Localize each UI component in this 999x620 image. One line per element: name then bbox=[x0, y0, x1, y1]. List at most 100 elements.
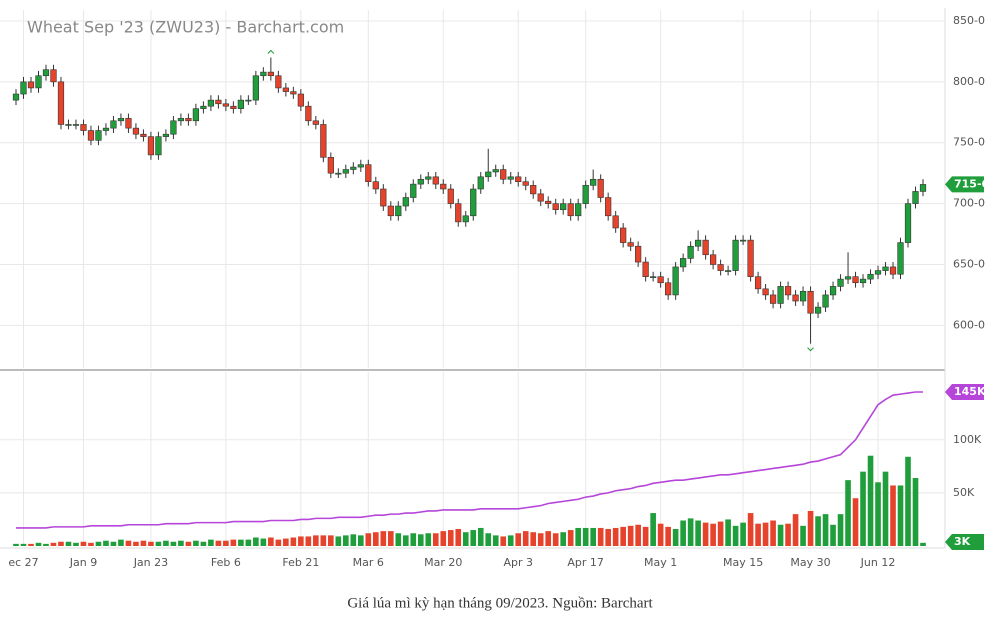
volume-bar bbox=[695, 520, 701, 546]
x-tick-label: Mar 6 bbox=[353, 556, 384, 569]
candle-body bbox=[912, 191, 919, 204]
volume-bar bbox=[612, 527, 619, 546]
volume-bar bbox=[103, 540, 109, 546]
candle-body bbox=[665, 282, 672, 296]
candle-body bbox=[687, 245, 694, 259]
volume-bar bbox=[785, 523, 791, 546]
candle-body bbox=[297, 93, 304, 107]
candle-body bbox=[222, 103, 229, 107]
candle-body bbox=[769, 294, 777, 304]
candle-body bbox=[432, 176, 439, 185]
volume-bar bbox=[50, 542, 57, 546]
volume-bar bbox=[552, 533, 559, 546]
volume-bar bbox=[238, 539, 244, 546]
volume-bar bbox=[665, 526, 671, 546]
volume-bar bbox=[178, 540, 184, 546]
candle-body bbox=[342, 169, 349, 174]
volume-bar bbox=[620, 526, 626, 546]
candle-body bbox=[575, 203, 582, 217]
candle-body bbox=[620, 227, 627, 243]
candle-body bbox=[814, 306, 822, 314]
volume-bar bbox=[755, 523, 761, 546]
y-tick-label: 100K bbox=[953, 433, 982, 446]
candle-body bbox=[215, 99, 222, 105]
candle-body bbox=[710, 254, 717, 265]
candle-body bbox=[170, 120, 177, 135]
y-tick-label: 50K bbox=[953, 486, 975, 499]
volume-bar bbox=[830, 524, 836, 546]
y-tick-label: 700-0 bbox=[953, 197, 985, 210]
candle-body bbox=[739, 239, 747, 242]
candle-body bbox=[784, 286, 792, 296]
volume-bar bbox=[605, 529, 611, 546]
candle-body bbox=[874, 270, 882, 275]
caption: Giá lúa mì kỳ hạn tháng 09/2023. Nguồn: … bbox=[347, 595, 653, 611]
candle-body bbox=[27, 81, 35, 89]
candle-body bbox=[80, 124, 87, 131]
candle-body bbox=[312, 120, 319, 125]
volume-bar bbox=[35, 542, 42, 546]
candle-body bbox=[102, 127, 110, 131]
candle-body bbox=[657, 276, 664, 284]
volume-bar bbox=[20, 543, 27, 546]
candle-body bbox=[207, 99, 215, 107]
candle-body bbox=[680, 258, 687, 268]
candle-body bbox=[882, 266, 889, 271]
volume-bar bbox=[905, 456, 911, 546]
candle-body bbox=[904, 203, 912, 243]
volume-bar bbox=[672, 529, 679, 546]
x-tick-label: Jun 12 bbox=[860, 556, 896, 569]
volume-bar bbox=[425, 533, 432, 546]
candle-body bbox=[567, 203, 574, 217]
high-marker bbox=[267, 49, 275, 54]
candle-body bbox=[650, 276, 657, 278]
y-tick-label: 800-0 bbox=[953, 75, 985, 88]
volume-bar bbox=[845, 480, 851, 546]
volume-bar bbox=[545, 531, 552, 546]
volume-bar bbox=[417, 534, 424, 546]
x-tick-label: ec 27 bbox=[8, 556, 38, 569]
volume-bar bbox=[253, 537, 259, 546]
candle-body bbox=[447, 188, 454, 204]
candle-body bbox=[357, 164, 364, 168]
volume-bar bbox=[208, 539, 214, 546]
candle-body bbox=[844, 276, 852, 280]
volume-bar bbox=[725, 519, 731, 546]
candle-body bbox=[552, 203, 559, 211]
candle-body bbox=[507, 176, 514, 180]
volume-bar bbox=[283, 538, 289, 546]
volume-bar bbox=[642, 526, 649, 546]
x-tick-label: Jan 23 bbox=[133, 556, 168, 569]
candle-body bbox=[560, 203, 567, 211]
open-interest-badge: 145K bbox=[954, 385, 986, 398]
volume-bar bbox=[148, 541, 154, 546]
volume-bar bbox=[65, 541, 72, 546]
candle-body bbox=[35, 75, 42, 89]
candle-body bbox=[185, 118, 192, 122]
candle-body bbox=[410, 183, 417, 198]
x-tick-label: May 30 bbox=[790, 556, 830, 569]
volume-bar bbox=[515, 533, 522, 546]
candle-body bbox=[125, 118, 132, 129]
x-tick-label: Mar 20 bbox=[424, 556, 462, 569]
candle-body bbox=[754, 276, 762, 290]
volume-bar bbox=[335, 536, 342, 546]
volume-bar bbox=[223, 540, 229, 546]
candle-body bbox=[372, 181, 379, 190]
volume-bar bbox=[740, 522, 746, 546]
volume-bar bbox=[125, 540, 132, 546]
candle-body bbox=[515, 176, 522, 182]
candle-body bbox=[12, 93, 20, 101]
volume-bar bbox=[13, 543, 19, 546]
volume-bar bbox=[80, 541, 87, 546]
volume-bar bbox=[567, 530, 574, 546]
candle-body bbox=[777, 286, 784, 304]
candle-body bbox=[919, 184, 927, 192]
volume-bar bbox=[492, 535, 499, 546]
volume-bar bbox=[43, 543, 49, 546]
volume-bar bbox=[290, 537, 297, 546]
volume-bar bbox=[155, 541, 162, 546]
candle-body bbox=[807, 290, 814, 314]
